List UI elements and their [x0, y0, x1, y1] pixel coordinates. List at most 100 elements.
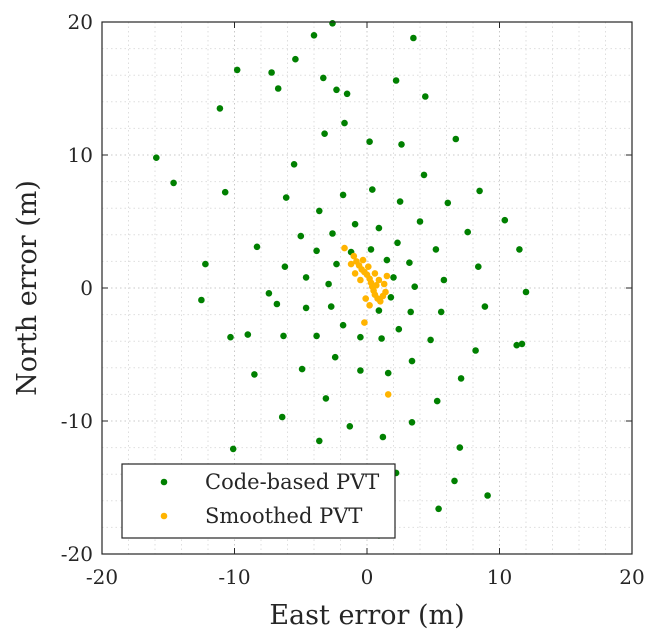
data-point-code-based: [444, 199, 452, 207]
x-tick-label: 0: [361, 565, 374, 589]
data-point-code-based: [282, 194, 290, 201]
data-point-code-based: [216, 105, 224, 112]
data-point-code-based: [472, 347, 479, 354]
y-tick-label: 20: [68, 10, 93, 34]
data-point-code-based: [406, 259, 413, 267]
legend: Code-based PVT Smoothed PVT: [121, 463, 396, 539]
data-point-code-based: [378, 335, 385, 342]
data-point-code-based: [375, 224, 383, 232]
data-point-smoothed: [377, 298, 384, 305]
data-point-code-based: [325, 280, 332, 288]
data-point-code-based: [456, 444, 464, 451]
data-point-smoothed: [341, 244, 348, 252]
data-point-code-based: [302, 274, 310, 281]
data-point-smoothed: [359, 256, 367, 264]
data-point-code-based: [392, 77, 400, 84]
data-point-code-based: [394, 239, 401, 247]
data-point-code-based: [398, 141, 405, 148]
data-point-code-based: [274, 85, 282, 92]
data-point-code-based: [476, 187, 483, 195]
data-point-code-based: [302, 304, 310, 312]
data-point-code-based: [411, 283, 419, 291]
data-point-code-based: [357, 333, 364, 341]
x-tick-label: 10: [487, 565, 512, 589]
data-point-code-based: [346, 423, 354, 430]
x-tick-label: -10: [218, 565, 250, 589]
data-point-code-based: [229, 445, 237, 453]
data-point-code-based: [198, 296, 205, 304]
data-point-code-based: [316, 437, 323, 445]
data-point-smoothed: [347, 260, 355, 268]
data-point-code-based: [233, 66, 241, 74]
data-point-code-based: [343, 90, 351, 98]
legend-label-smoothed: Smoothed PVT: [205, 504, 362, 528]
data-point-code-based: [244, 331, 252, 338]
data-point-code-based: [422, 93, 429, 100]
data-point-code-based: [501, 216, 509, 224]
data-point-code-based: [329, 230, 336, 237]
legend-marker-code-based: [160, 478, 168, 486]
tick-labels-layer: -20 -10 0 10 20 -20 -10 0 10 20: [61, 10, 645, 589]
data-point-code-based: [475, 263, 482, 271]
data-point-code-based: [481, 303, 489, 310]
data-point-code-based: [437, 308, 445, 316]
points-layer: [153, 20, 530, 539]
data-point-smoothed: [365, 263, 372, 271]
data-point-code-based: [452, 135, 460, 143]
data-point-code-based: [416, 218, 424, 225]
data-point-code-based: [292, 55, 299, 63]
ticks-layer: [101, 21, 633, 555]
data-point-code-based: [327, 303, 335, 310]
data-point-smoothed: [350, 252, 358, 260]
y-tick-label: -20: [61, 542, 93, 566]
data-point-code-based: [331, 353, 339, 361]
x-tick-label: -20: [86, 565, 118, 589]
data-point-code-based: [432, 246, 440, 253]
y-axis-title: North error (m): [12, 180, 43, 396]
data-point-code-based: [329, 20, 336, 27]
legend-marker-smoothed: [160, 512, 168, 520]
data-point-code-based: [273, 300, 281, 308]
data-point-code-based: [316, 207, 323, 215]
data-point-code-based: [313, 247, 320, 255]
y-tick-label: 10: [68, 143, 93, 167]
data-point-code-based: [170, 179, 177, 187]
data-point-smoothed: [371, 270, 379, 277]
data-point-code-based: [433, 397, 441, 405]
data-point-code-based: [221, 188, 229, 196]
data-point-code-based: [440, 276, 448, 284]
data-point-code-based: [369, 186, 376, 193]
data-point-code-based: [379, 433, 387, 441]
data-point-smoothed: [380, 280, 388, 288]
data-point-code-based: [357, 367, 364, 374]
data-point-code-based: [522, 288, 530, 296]
data-point-code-based: [451, 477, 458, 485]
data-point-code-based: [278, 413, 286, 421]
data-point-code-based: [410, 34, 417, 42]
data-point-code-based: [516, 246, 523, 253]
data-point-code-based: [251, 371, 258, 378]
grid-layer: [102, 22, 632, 554]
x-axis-title: East error (m): [269, 600, 464, 631]
data-point-code-based: [290, 161, 298, 168]
data-point-code-based: [457, 375, 465, 382]
data-point-code-based: [313, 332, 320, 340]
data-point-code-based: [435, 505, 442, 513]
data-point-code-based: [341, 119, 348, 127]
data-point-smoothed: [373, 282, 380, 289]
data-point-code-based: [298, 365, 306, 373]
data-point-code-based: [464, 228, 472, 236]
data-point-smoothed: [357, 276, 364, 284]
data-point-smoothed: [351, 270, 359, 277]
data-point-code-based: [202, 260, 209, 268]
data-point-code-based: [227, 333, 234, 341]
data-point-code-based: [518, 340, 526, 348]
data-point-code-based: [396, 198, 404, 205]
data-point-code-based: [339, 191, 347, 199]
data-point-code-based: [420, 171, 428, 179]
data-point-code-based: [280, 332, 287, 340]
data-point-code-based: [281, 263, 289, 271]
data-point-code-based: [333, 86, 340, 94]
data-point-smoothed: [362, 295, 370, 302]
